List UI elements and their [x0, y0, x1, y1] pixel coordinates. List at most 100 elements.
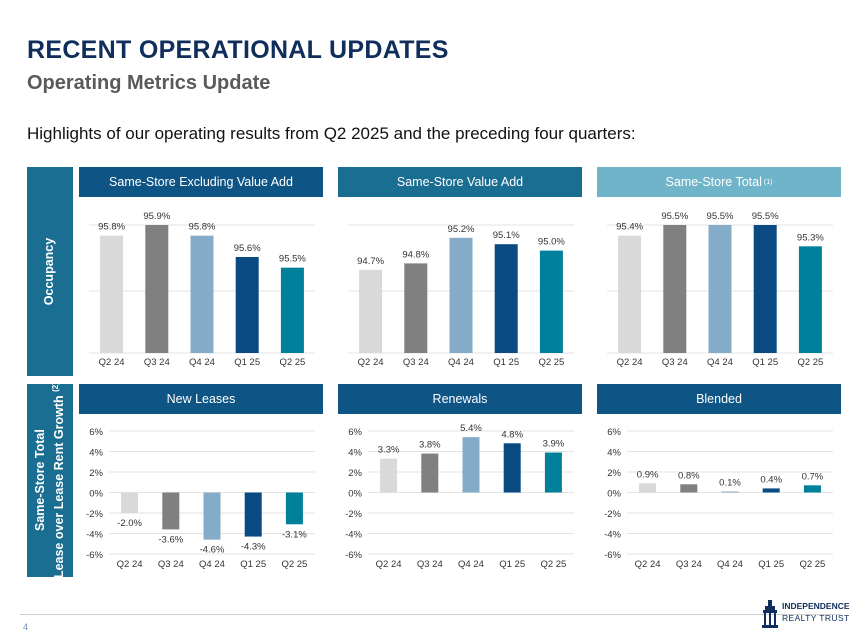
y-tick-label: 4%: [89, 448, 103, 459]
panel-title-blended: Blended: [696, 392, 742, 406]
bar-chart-svg: 6% 4% 2% 0% -2% -4% -6% 0.9% Q2 24 0.8% Q3 24 0.1% Q…: [604, 427, 833, 570]
bar: [449, 237, 473, 353]
x-tick-label: Q2 24: [635, 559, 661, 570]
bar: [100, 235, 124, 353]
bar: [494, 244, 518, 353]
bar: [145, 225, 169, 353]
x-tick-label: Q2 25: [279, 357, 305, 367]
bar: [708, 225, 732, 353]
occupancy-row-label: Occupancy: [27, 167, 73, 376]
page-number: 4: [23, 622, 29, 632]
y-tick-label: -6%: [86, 550, 103, 561]
x-tick-label: Q1 25: [758, 559, 784, 570]
data-label: 4.8%: [501, 429, 523, 440]
x-tick-label: Q1 25: [752, 357, 778, 367]
bar: [798, 246, 822, 353]
data-label: 95.8%: [189, 222, 216, 233]
x-tick-label: Q2 25: [281, 559, 307, 570]
bar: [244, 492, 262, 537]
panel-new-leases: New Leases 6% 4% 2% 0% -2% -4% -6% -2.0% Q2 24 -3…: [79, 384, 323, 584]
data-label: 3.9%: [543, 439, 565, 450]
panel-occ-excl: Same-Store Excluding Value Add 95.8% Q2 2…: [79, 167, 323, 367]
bar: [503, 443, 521, 493]
panel-header-new-leases: New Leases: [79, 384, 323, 414]
panel-header-renewals: Renewals: [338, 384, 582, 414]
x-tick-label: Q4 24: [189, 357, 215, 367]
y-tick-label: 6%: [348, 427, 362, 438]
bar: [285, 492, 303, 525]
panel-header-blended: Blended: [597, 384, 841, 414]
y-tick-label: -2%: [604, 509, 621, 520]
bar: [359, 269, 383, 353]
page-subtitle: Operating Metrics Update: [27, 72, 271, 94]
bar-chart-svg: 94.7% Q2 24 94.8% Q3 24 95.2% Q4 24 95.1% Q1 25…: [348, 224, 574, 367]
x-tick-label: Q2 24: [117, 559, 143, 570]
y-tick-label: -4%: [86, 530, 103, 541]
data-label: 0.1%: [719, 477, 741, 488]
bar: [680, 484, 698, 493]
data-label: 0.7%: [802, 471, 824, 482]
bar: [462, 437, 480, 493]
x-tick-label: Q1 25: [234, 357, 260, 367]
bar: [803, 485, 821, 493]
x-tick-label: Q1 25: [240, 559, 266, 570]
y-tick-label: 0%: [348, 489, 362, 500]
occupancy-label: Occupancy: [42, 237, 57, 306]
x-tick-label: Q1 25: [493, 357, 519, 367]
panel-title-renewals: Renewals: [432, 392, 488, 406]
x-tick-label: Q2 25: [540, 559, 566, 570]
bar-chart-svg: 95.8% Q2 24 95.9% Q3 24 95.8% Q4 24 95.6% Q1 25…: [89, 211, 315, 367]
bar: [235, 257, 259, 353]
bar: [639, 483, 657, 493]
data-label: 5.4%: [460, 423, 482, 434]
y-tick-label: 4%: [348, 448, 362, 459]
rent-growth-label-line1: Same-Store Total: [32, 429, 47, 532]
y-tick-label: 6%: [89, 427, 103, 438]
panel-title-occ-excl: Same-Store Excluding Value Add: [109, 175, 293, 189]
y-tick-label: -2%: [86, 509, 103, 520]
bar: [162, 492, 180, 530]
x-tick-label: Q4 24: [199, 559, 225, 570]
data-label: 95.9%: [143, 211, 170, 222]
data-label: -4.6%: [200, 545, 225, 556]
y-tick-label: -6%: [604, 550, 621, 561]
bar: [721, 491, 739, 493]
panel-renewals: Renewals 6% 4% 2% 0% -2% -4% -6% 3.3% Q2 24 3.8% Q…: [338, 384, 582, 584]
chart-blended: 6% 4% 2% 0% -2% -4% -6% 0.9% Q2 24 0.8% Q3 24 0.1% Q…: [597, 414, 841, 584]
x-tick-label: Q4 24: [448, 357, 474, 367]
y-tick-label: -4%: [604, 530, 621, 541]
y-tick-label: -4%: [345, 530, 362, 541]
data-label: 0.8%: [678, 470, 700, 481]
building-icon: [762, 600, 778, 628]
bar: [762, 488, 780, 493]
x-tick-label: Q2 25: [797, 357, 823, 367]
panel-occ-total: Same-Store Total (1) 95.4% Q2 24 95.5% Q3 2…: [597, 167, 841, 367]
panel-header-occ-va: Same-Store Value Add: [338, 167, 582, 197]
logo-text-line2: REALTY TRUST: [782, 613, 850, 623]
chart-occ-total: 95.4% Q2 24 95.5% Q3 24 95.5% Q4 24 95.5% Q1 25…: [597, 197, 841, 367]
bar: [121, 492, 139, 513]
panel-title-new-leases: New Leases: [166, 392, 236, 406]
x-tick-label: Q2 25: [538, 357, 564, 367]
y-tick-label: 2%: [348, 468, 362, 479]
x-tick-label: Q3 24: [144, 357, 170, 367]
company-logo: INDEPENDENCE REALTY TRUST: [762, 596, 850, 632]
x-tick-label: Q3 24: [676, 559, 702, 570]
bar: [380, 458, 398, 493]
x-tick-label: Q4 24: [458, 559, 484, 570]
y-tick-label: -6%: [345, 550, 362, 561]
panel-title-occ-va: Same-Store Value Add: [396, 175, 524, 189]
data-label: 95.6%: [234, 243, 261, 254]
y-tick-label: -2%: [345, 509, 362, 520]
y-tick-label: 2%: [89, 468, 103, 479]
chart-renewals: 6% 4% 2% 0% -2% -4% -6% 3.3% Q2 24 3.8% Q3 24 5.4% Q…: [338, 414, 582, 584]
bar: [753, 225, 777, 353]
data-label: 0.9%: [637, 469, 659, 480]
x-tick-label: Q4 24: [707, 357, 733, 367]
highlights-text: Highlights of our operating results from…: [27, 124, 636, 143]
bar: [421, 453, 439, 493]
data-label: 95.2%: [448, 224, 475, 235]
x-tick-label: Q2 24: [617, 357, 643, 367]
bar-chart-svg: 6% 4% 2% 0% -2% -4% -6% -2.0% Q2 24 -3.6% Q3 24 -4.…: [86, 427, 315, 570]
panel-blended: Blended 6% 4% 2% 0% -2% -4% -6% 0.9% Q2 24 0.8% Q3…: [597, 384, 841, 584]
